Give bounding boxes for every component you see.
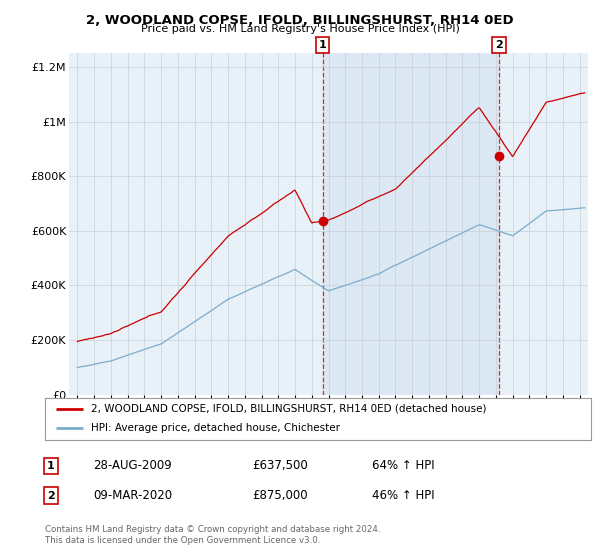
Text: 28-AUG-2009: 28-AUG-2009 (93, 459, 172, 473)
Text: Price paid vs. HM Land Registry's House Price Index (HPI): Price paid vs. HM Land Registry's House … (140, 24, 460, 34)
Text: 64% ↑ HPI: 64% ↑ HPI (372, 459, 434, 473)
Bar (323, 53, 499, 395)
Text: 2, WOODLAND COPSE, IFOLD, BILLINGSHURST, RH14 0ED (detached house): 2, WOODLAND COPSE, IFOLD, BILLINGSHURST,… (91, 404, 487, 414)
Text: 1: 1 (319, 40, 326, 50)
Text: £875,000: £875,000 (252, 489, 308, 502)
Text: 46% ↑ HPI: 46% ↑ HPI (372, 489, 434, 502)
Text: HPI: Average price, detached house, Chichester: HPI: Average price, detached house, Chic… (91, 423, 340, 433)
Text: £637,500: £637,500 (252, 459, 308, 473)
Text: Contains HM Land Registry data © Crown copyright and database right 2024.
This d: Contains HM Land Registry data © Crown c… (45, 525, 380, 545)
Text: 09-MAR-2020: 09-MAR-2020 (93, 489, 172, 502)
Text: 2, WOODLAND COPSE, IFOLD, BILLINGSHURST, RH14 0ED: 2, WOODLAND COPSE, IFOLD, BILLINGSHURST,… (86, 14, 514, 27)
Text: 2: 2 (47, 491, 55, 501)
Text: 2: 2 (495, 40, 503, 50)
Text: 1: 1 (47, 461, 55, 471)
